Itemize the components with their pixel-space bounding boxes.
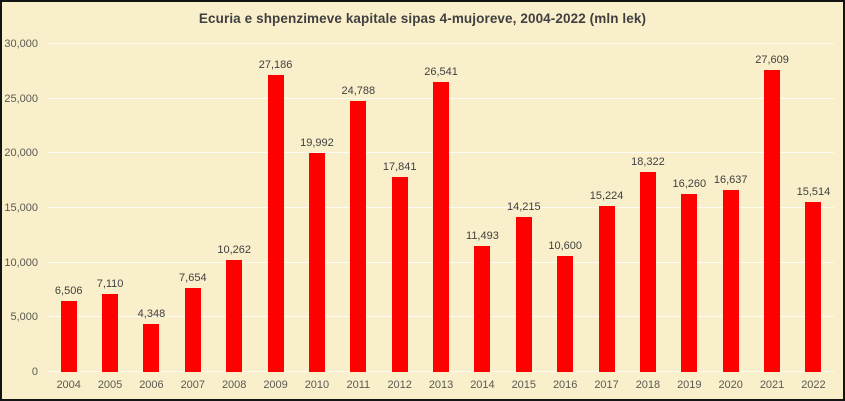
x-tick-label-2007: 2007 [180,379,206,391]
bar-column-2017: 15,224 [586,44,627,372]
bar-column-2009: 27,186 [255,44,296,372]
bar-2015 [515,216,532,372]
bar-column-2006: 4,348 [131,44,172,372]
x-tick-label-2014: 2014 [470,379,495,391]
bar-column-2013: 26,541 [420,44,461,372]
bar-value-label: 15,224 [589,189,624,202]
bar-2012 [391,176,408,372]
bar-column-2014: 11,493 [462,44,503,372]
x-axis: 2004 2005 2006 2007 2008 2009 2010 2011 2012 2013… [48,379,834,395]
x-tick-label-2015: 2015 [511,379,537,391]
bar-column-2010: 19,992 [296,44,337,372]
bar-value-label: 4,348 [137,308,166,321]
bar-2020 [722,190,739,372]
bar-column-2011: 24,788 [338,44,379,372]
x-tick-label-2022: 2022 [801,379,826,391]
bar-column-2004: 6,506 [48,44,89,372]
bar-value-label: 10,262 [217,243,252,256]
bar-value-label: 11,493 [466,230,499,243]
bar-value-label: 10,600 [548,240,583,253]
gridline [48,43,834,44]
x-tick-label-2016: 2016 [552,379,578,391]
bar-value-label: 24,788 [341,85,376,97]
bar-value-label: 18,322 [631,155,665,168]
bar-value-label: 26,541 [424,65,458,78]
bar-value-label: 17,841 [382,160,417,173]
bar-2014 [474,246,491,372]
x-tick-label-2005: 2005 [97,379,123,391]
x-tick-label-2020: 2020 [718,379,743,391]
bar-value-label: 14,215 [506,200,541,213]
x-tick-label-2004: 2004 [56,379,81,391]
bar-value-label: 7,654 [179,272,207,285]
x-tick-label-2010: 2010 [304,379,330,391]
bar-2017 [598,205,615,372]
bar-2016 [557,256,574,372]
bar-column-2007: 7,654 [172,44,213,372]
y-tick-label: 5,000 [10,311,38,324]
bar-column-2012: 17,841 [379,44,420,372]
bar-column-2019: 16,260 [669,44,710,372]
x-tick-label-2019: 2019 [677,379,702,391]
bar-value-label: 27,609 [755,54,789,67]
y-tick-label: 0 [31,366,38,378]
bar-column-2022: 15,514 [793,44,834,372]
bar-value-label: 7,110 [96,278,124,291]
bar-value-label: 15,514 [796,186,831,199]
bar-2004 [60,300,77,372]
y-tick-label: 25,000 [4,92,38,105]
x-tick-label-2012: 2012 [387,379,412,391]
x-tick-label-2009: 2009 [263,379,288,391]
bar-column-2021: 27,609 [751,44,792,372]
x-tick-label-2018: 2018 [635,379,661,391]
bar-value-label: 19,992 [300,137,334,150]
y-tick-label: 30,000 [4,38,38,50]
x-tick-label-2008: 2008 [221,379,247,391]
bar-value-label: 16,637 [713,174,748,187]
y-tick-label: 10,000 [4,256,38,269]
bar-2021 [764,70,781,372]
bar-column-2020: 16,637 [710,44,751,372]
bar-column-2005: 7,110 [89,44,130,372]
bar-2005 [102,294,119,372]
bar-column-2015: 14,215 [503,44,544,372]
x-tick-label-2021: 2021 [759,379,785,391]
plot-area: 6,506 7,110 4,348 7,654 10,262 27,186 19,992 24… [48,43,834,372]
bar-value-label: 27,186 [258,58,293,71]
bar-column-2018: 18,322 [627,44,668,372]
bar-column-2016: 10,600 [545,44,586,372]
bar-2019 [681,194,698,372]
x-tick-label-2006: 2006 [139,379,164,391]
bar-value-label: 16,260 [672,178,707,191]
bar-2011 [350,101,367,372]
y-tick-label: 15,000 [4,202,38,214]
y-axis: 0 5,000 10,000 15,000 20,000 25,000 30,000 [2,38,42,378]
bar-2008 [226,259,243,372]
bar-value-label: 6,506 [54,284,83,297]
x-tick-label-2017: 2017 [594,379,619,391]
bar-2018 [639,171,656,372]
bar-2010 [308,153,325,372]
x-tick-label-2011: 2011 [346,379,371,391]
bar-2007 [184,288,201,372]
bar-2009 [267,74,284,372]
bar-2013 [433,81,450,372]
x-tick-label-2013: 2013 [428,379,454,391]
chart-title: Ecuria e shpenzimeve kapitale sipas 4-mu… [198,11,647,26]
bar-2006 [143,324,160,372]
y-tick-label: 20,000 [4,147,38,160]
bars-row: 6,506 7,110 4,348 7,654 10,262 27,186 19,992 24… [48,44,834,372]
bar-2022 [805,202,822,372]
bar-column-2008: 10,262 [214,44,255,372]
